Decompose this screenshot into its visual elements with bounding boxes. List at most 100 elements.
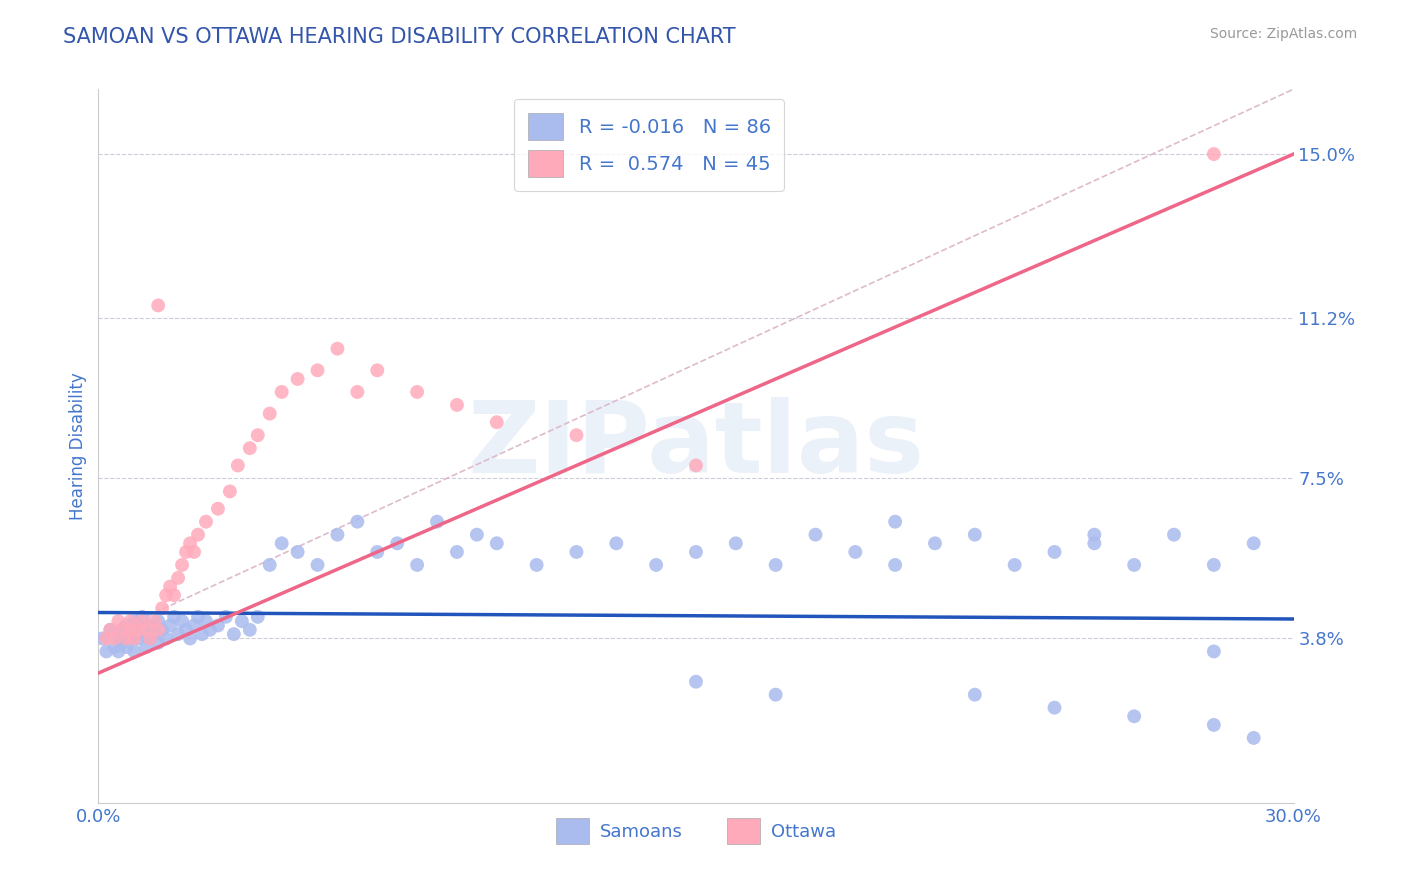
Point xyxy=(685,458,707,473)
Point xyxy=(131,627,153,641)
Point xyxy=(179,536,201,550)
Point xyxy=(120,614,142,628)
Point xyxy=(844,545,866,559)
Point xyxy=(685,674,707,689)
Point xyxy=(195,515,218,529)
Point xyxy=(148,623,170,637)
Point xyxy=(155,632,177,646)
Point xyxy=(1202,644,1225,658)
Point xyxy=(1163,527,1185,541)
Point xyxy=(605,536,627,550)
Point xyxy=(124,644,146,658)
Point xyxy=(111,636,134,650)
Point xyxy=(207,501,229,516)
Point xyxy=(246,610,269,624)
Point xyxy=(346,515,368,529)
Point xyxy=(884,558,907,572)
Point xyxy=(270,384,292,399)
Text: ZIPatlas: ZIPatlas xyxy=(468,398,924,494)
Point xyxy=(127,618,149,632)
Point xyxy=(685,545,707,559)
Point xyxy=(135,623,157,637)
Point xyxy=(884,515,907,529)
Point xyxy=(465,527,488,541)
Point xyxy=(426,515,449,529)
Point xyxy=(366,363,388,377)
Point xyxy=(804,527,827,541)
Point xyxy=(1202,147,1225,161)
Point xyxy=(107,644,129,658)
Point xyxy=(565,545,588,559)
Point xyxy=(163,610,186,624)
Point xyxy=(91,632,114,646)
Point xyxy=(124,632,146,646)
Point xyxy=(120,623,142,637)
Point xyxy=(1243,731,1265,745)
Point xyxy=(207,618,229,632)
Point xyxy=(150,623,173,637)
Point xyxy=(111,623,134,637)
Point xyxy=(96,632,118,646)
Point xyxy=(1202,718,1225,732)
Point xyxy=(107,614,129,628)
Text: SAMOAN VS OTTAWA HEARING DISABILITY CORRELATION CHART: SAMOAN VS OTTAWA HEARING DISABILITY CORR… xyxy=(63,27,735,46)
Point xyxy=(127,632,149,646)
Point xyxy=(724,536,747,550)
Point xyxy=(159,618,181,632)
Point xyxy=(148,614,170,628)
Point xyxy=(167,571,190,585)
Point xyxy=(107,632,129,646)
Point xyxy=(150,601,173,615)
Point xyxy=(127,623,149,637)
Point xyxy=(131,610,153,624)
Point xyxy=(215,610,238,624)
Point xyxy=(103,640,125,654)
Point xyxy=(120,632,142,646)
Point xyxy=(187,610,209,624)
Point xyxy=(124,614,146,628)
Point xyxy=(239,441,262,455)
Point xyxy=(179,632,201,646)
Point xyxy=(307,363,329,377)
Point xyxy=(111,623,134,637)
Point xyxy=(924,536,946,550)
Point xyxy=(1202,558,1225,572)
Point xyxy=(406,384,429,399)
Point xyxy=(346,384,368,399)
Point xyxy=(1043,545,1066,559)
Point xyxy=(139,632,162,646)
Point xyxy=(366,545,388,559)
Point xyxy=(1083,536,1105,550)
Point xyxy=(1004,558,1026,572)
Point xyxy=(131,614,153,628)
Point xyxy=(406,558,429,572)
Point xyxy=(287,545,309,559)
Point xyxy=(270,536,292,550)
Point xyxy=(139,618,162,632)
Y-axis label: Hearing Disability: Hearing Disability xyxy=(69,372,87,520)
Point xyxy=(163,588,186,602)
Point xyxy=(226,458,249,473)
Point xyxy=(115,640,138,654)
Point xyxy=(98,623,122,637)
Legend: Samoans, Ottawa: Samoans, Ottawa xyxy=(548,811,844,851)
Point xyxy=(1083,527,1105,541)
Point xyxy=(198,623,221,637)
Point xyxy=(172,614,194,628)
Point xyxy=(183,618,205,632)
Point xyxy=(246,428,269,442)
Point xyxy=(103,632,125,646)
Point xyxy=(963,527,986,541)
Point xyxy=(155,588,177,602)
Point xyxy=(446,398,468,412)
Point xyxy=(191,627,214,641)
Point xyxy=(963,688,986,702)
Point xyxy=(172,558,194,572)
Point xyxy=(159,580,181,594)
Point xyxy=(307,558,329,572)
Point xyxy=(143,627,166,641)
Point xyxy=(96,644,118,658)
Point xyxy=(115,618,138,632)
Point xyxy=(1123,709,1146,723)
Point xyxy=(174,545,197,559)
